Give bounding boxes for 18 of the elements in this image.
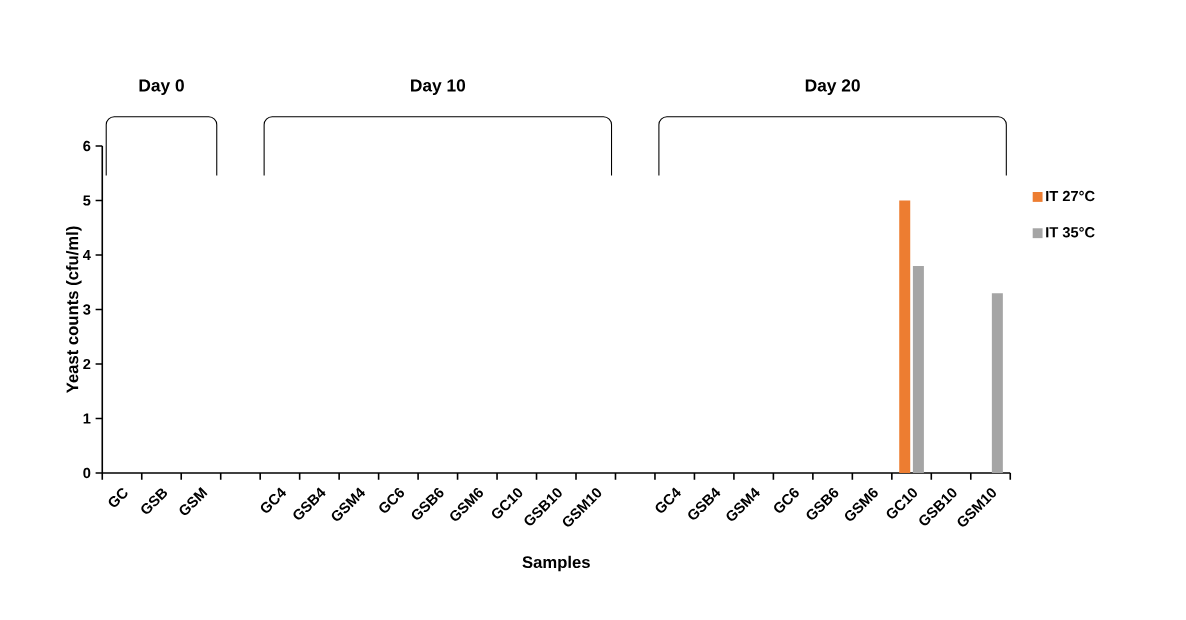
y-tick-label: 4: [82, 249, 91, 261]
text: Day 0: [139, 79, 184, 95]
bar: [991, 293, 1003, 473]
x-tick-label: GC: [108, 488, 128, 507]
y-tick-label: 6: [83, 140, 91, 152]
y-axis-title: Yeast counts (cfu/ml): [66, 226, 82, 394]
text: Day 20: [805, 79, 860, 95]
bar: [912, 265, 924, 473]
legend-label: IT 27°C: [1046, 190, 1095, 202]
text: Day 10: [411, 79, 466, 95]
y-tick-label: 5: [83, 195, 91, 206]
y-tick-label: 2: [83, 358, 91, 370]
x-axis-title: Samples: [522, 555, 590, 572]
bar: [899, 200, 911, 473]
y-tick-label: 0: [83, 467, 91, 479]
y-tick-label: 1: [83, 413, 91, 424]
y-tick-label: 3: [83, 304, 91, 315]
legend-label: IT 35°C: [1046, 227, 1095, 238]
